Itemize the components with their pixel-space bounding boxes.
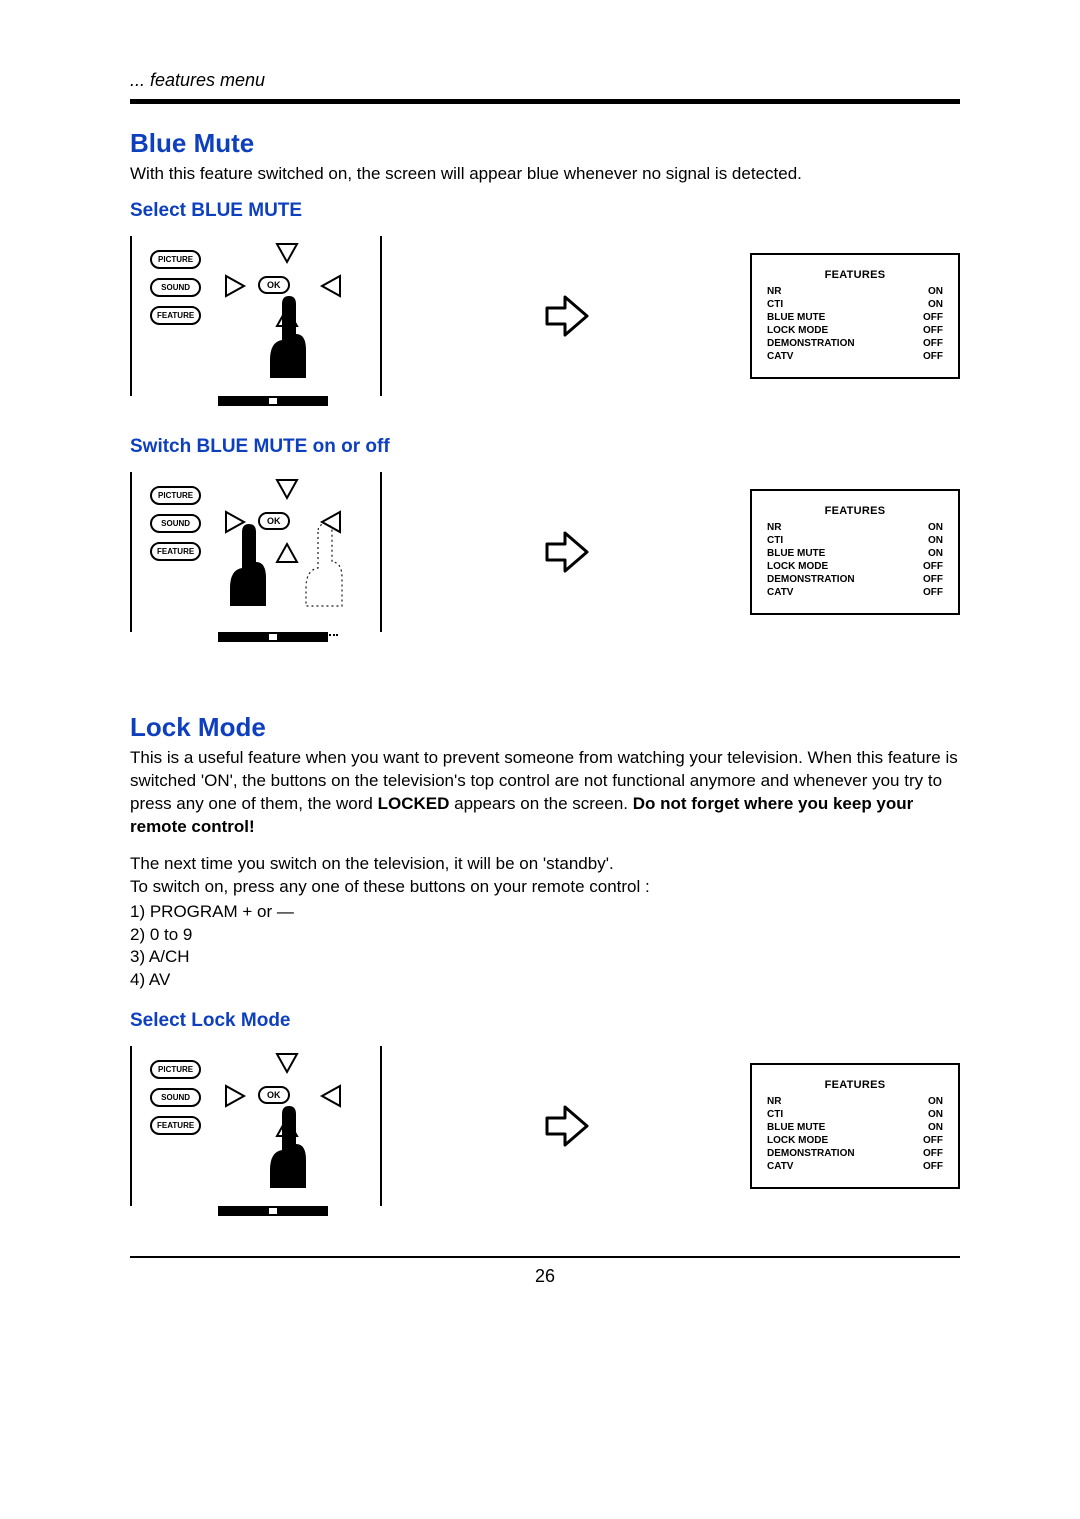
list-item: 3) A/CH	[130, 946, 960, 969]
hand-pointing-left-icon	[222, 520, 282, 615]
features-menu-table: NRON CTION BLUE MUTEOFF LOCK MODEOFF DEM…	[766, 285, 944, 363]
page-footer-rule	[130, 1256, 960, 1258]
features-menu-box: FEATURES NRON CTION BLUE MUTEOFF LOCK MO…	[750, 253, 960, 379]
lock-mode-list: 1) PROGRAM + or — 2) 0 to 9 3) A/CH 4) A…	[130, 901, 960, 993]
remote-body-icon	[218, 632, 328, 642]
list-item: 1) PROGRAM + or —	[130, 901, 960, 924]
blue-mute-desc: With this feature switched on, the scree…	[130, 163, 960, 186]
feature-button: FEATURE	[150, 1116, 201, 1135]
remote-diagram: PICTURE SOUND FEATURE OK	[130, 472, 382, 632]
features-menu-title: FEATURES	[766, 269, 944, 281]
switch-blue-mute-row: PICTURE SOUND FEATURE OK	[130, 472, 960, 632]
remote-left-buttons: PICTURE SOUND FEATURE	[150, 1060, 201, 1135]
select-lock-mode-head: Select Lock Mode	[130, 1010, 960, 1032]
lock-mode-standby: The next time you switch on the televisi…	[130, 853, 960, 876]
remote-diagram: PICTURE SOUND FEATURE OK	[130, 1046, 382, 1206]
blue-mute-title: Blue Mute	[130, 128, 960, 159]
features-menu-table: NRON CTION BLUE MUTEON LOCK MODEOFF DEMO…	[766, 521, 944, 599]
features-menu-box: FEATURES NRON CTION BLUE MUTEON LOCK MOD…	[750, 1063, 960, 1189]
features-menu-table: NRON CTION BLUE MUTEON LOCK MODEOFF DEMO…	[766, 1095, 944, 1173]
feature-button: FEATURE	[150, 306, 201, 325]
arrow-right-icon	[382, 529, 750, 575]
picture-button: PICTURE	[150, 486, 201, 505]
select-lock-mode-row: PICTURE SOUND FEATURE OK	[130, 1046, 960, 1206]
list-item: 2) 0 to 9	[130, 924, 960, 947]
manual-page: ... features menu Blue Mute With this fe…	[0, 0, 1080, 1519]
section-divider	[130, 99, 960, 104]
locked-keyword: LOCKED	[378, 794, 450, 813]
remote-diagram: PICTURE SOUND FEATURE OK	[130, 236, 382, 396]
picture-button: PICTURE	[150, 250, 201, 269]
select-blue-mute-row: PICTURE SOUND FEATURE OK	[130, 236, 960, 396]
page-number: 26	[130, 1266, 960, 1287]
feature-button: FEATURE	[150, 542, 201, 561]
features-menu-title: FEATURES	[766, 505, 944, 517]
remote-body-icon	[218, 1206, 328, 1216]
lock-mode-desc: This is a useful feature when you want t…	[130, 747, 960, 839]
sound-button: SOUND	[150, 278, 201, 297]
arrow-right-icon	[382, 1103, 750, 1149]
remote-body-icon	[218, 396, 328, 406]
switch-blue-mute-head: Switch BLUE MUTE on or off	[130, 436, 960, 458]
features-menu-box: FEATURES NRON CTION BLUE MUTEON LOCK MOD…	[750, 489, 960, 615]
picture-button: PICTURE	[150, 1060, 201, 1079]
hand-pointing-right-ghost-icon	[298, 520, 358, 615]
remote-left-buttons: PICTURE SOUND FEATURE	[150, 486, 201, 561]
arrow-right-icon	[382, 293, 750, 339]
breadcrumb: ... features menu	[130, 70, 960, 91]
sound-button: SOUND	[150, 514, 201, 533]
select-blue-mute-head: Select BLUE MUTE	[130, 200, 960, 222]
lock-mode-switchon: To switch on, press any one of these but…	[130, 876, 960, 899]
features-menu-title: FEATURES	[766, 1079, 944, 1091]
sound-button: SOUND	[150, 1088, 201, 1107]
hand-pointing-down-icon	[262, 1102, 322, 1197]
list-item: 4) AV	[130, 969, 960, 992]
hand-pointing-down-icon	[262, 292, 322, 387]
lock-mode-title: Lock Mode	[130, 712, 960, 743]
remote-left-buttons: PICTURE SOUND FEATURE	[150, 250, 201, 325]
